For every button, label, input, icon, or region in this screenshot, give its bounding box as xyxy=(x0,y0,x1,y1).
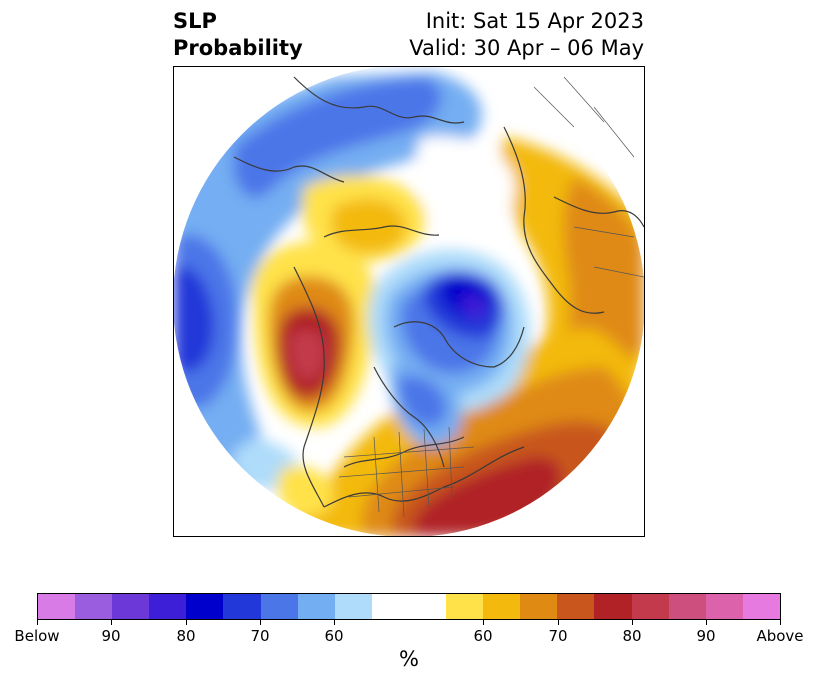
colorbar-swatch xyxy=(38,594,76,619)
colorbar-tick xyxy=(260,620,261,625)
colorbar-swatch xyxy=(594,594,632,619)
colorbar-swatch xyxy=(223,594,261,619)
colorbar-swatch xyxy=(186,594,224,619)
colorbar-unit-label: % xyxy=(399,647,419,671)
colorbar-swatch xyxy=(260,594,298,619)
colorbar-swatch xyxy=(705,594,743,619)
colorbar-tick-label: 70 xyxy=(548,627,568,645)
colorbar-swatch xyxy=(668,594,706,619)
date-info: Init: Sat 15 Apr 2023 Valid: 30 Apr – 06… xyxy=(409,8,644,62)
valid-range: Valid: 30 Apr – 06 May xyxy=(409,36,644,60)
colorbar-swatch xyxy=(557,594,595,619)
colorbar-swatch xyxy=(75,594,113,619)
colorbar-tick xyxy=(483,620,484,625)
colorbar-swatch xyxy=(297,594,335,619)
colorbar-swatch xyxy=(446,594,484,619)
colorbar-swatch xyxy=(112,594,150,619)
colorbar-tick-label: 90 xyxy=(696,627,716,645)
colorbar-tick xyxy=(111,620,112,625)
colorbar-tick xyxy=(37,620,38,625)
title-line-1: SLP xyxy=(173,9,217,33)
title-line-2: Probability xyxy=(173,36,303,60)
colorbar-swatch xyxy=(371,594,447,619)
probability-map xyxy=(174,67,644,536)
colorbar-swatch xyxy=(483,594,521,619)
init-date: Init: Sat 15 Apr 2023 xyxy=(425,9,644,33)
colorbar-tick-label: 80 xyxy=(622,627,642,645)
colorbar-tick-label: Above xyxy=(756,627,804,645)
colorbar-tick xyxy=(186,620,187,625)
colorbar-swatch xyxy=(520,594,558,619)
colorbar xyxy=(37,593,781,620)
colorbar-tick xyxy=(334,620,335,625)
map-panel xyxy=(173,66,645,537)
colorbar-tick-label: 80 xyxy=(176,627,196,645)
colorbar-tick-label: 60 xyxy=(324,627,344,645)
probability-shading xyxy=(174,67,644,536)
colorbar-swatch xyxy=(334,594,372,619)
colorbar-tick xyxy=(632,620,633,625)
colorbar-swatch xyxy=(149,594,187,619)
colorbar-tick xyxy=(706,620,707,625)
colorbar-swatch xyxy=(631,594,669,619)
colorbar-swatch xyxy=(742,594,780,619)
colorbar-tick xyxy=(558,620,559,625)
colorbar-tick-label: 90 xyxy=(101,627,121,645)
colorbar-tick xyxy=(780,620,781,625)
coastlines xyxy=(233,76,644,508)
colorbar-tick-label: 60 xyxy=(473,627,493,645)
colorbar-tick-label: Below xyxy=(14,627,60,645)
plot-title: SLP Probability xyxy=(173,8,303,62)
colorbar-tick-label: 70 xyxy=(250,627,270,645)
state-borders xyxy=(338,76,644,518)
